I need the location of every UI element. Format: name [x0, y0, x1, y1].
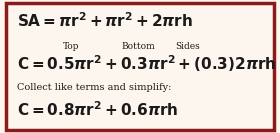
Text: $\mathbf{SA = \boldsymbol{\pi} r^2 + \boldsymbol{\pi} r^2 + 2\boldsymbol{\pi} rh: $\mathbf{SA = \boldsymbol{\pi} r^2 + \bo…	[17, 11, 193, 30]
Text: Top: Top	[63, 41, 80, 51]
Text: $\mathbf{C = 0.8\boldsymbol{\pi} r^2 + 0.6\boldsymbol{\pi} rh}$: $\mathbf{C = 0.8\boldsymbol{\pi} r^2 + 0…	[17, 100, 178, 119]
FancyBboxPatch shape	[6, 3, 274, 130]
Text: $\mathbf{C = 0.5\boldsymbol{\pi} r^2 + 0.3\boldsymbol{\pi} r^2 + (0.3)2\boldsymb: $\mathbf{C = 0.5\boldsymbol{\pi} r^2 + 0…	[17, 54, 276, 74]
Text: Collect like terms and simplify:: Collect like terms and simplify:	[17, 83, 171, 92]
Text: Bottom: Bottom	[122, 41, 156, 51]
Text: Sides: Sides	[175, 41, 200, 51]
